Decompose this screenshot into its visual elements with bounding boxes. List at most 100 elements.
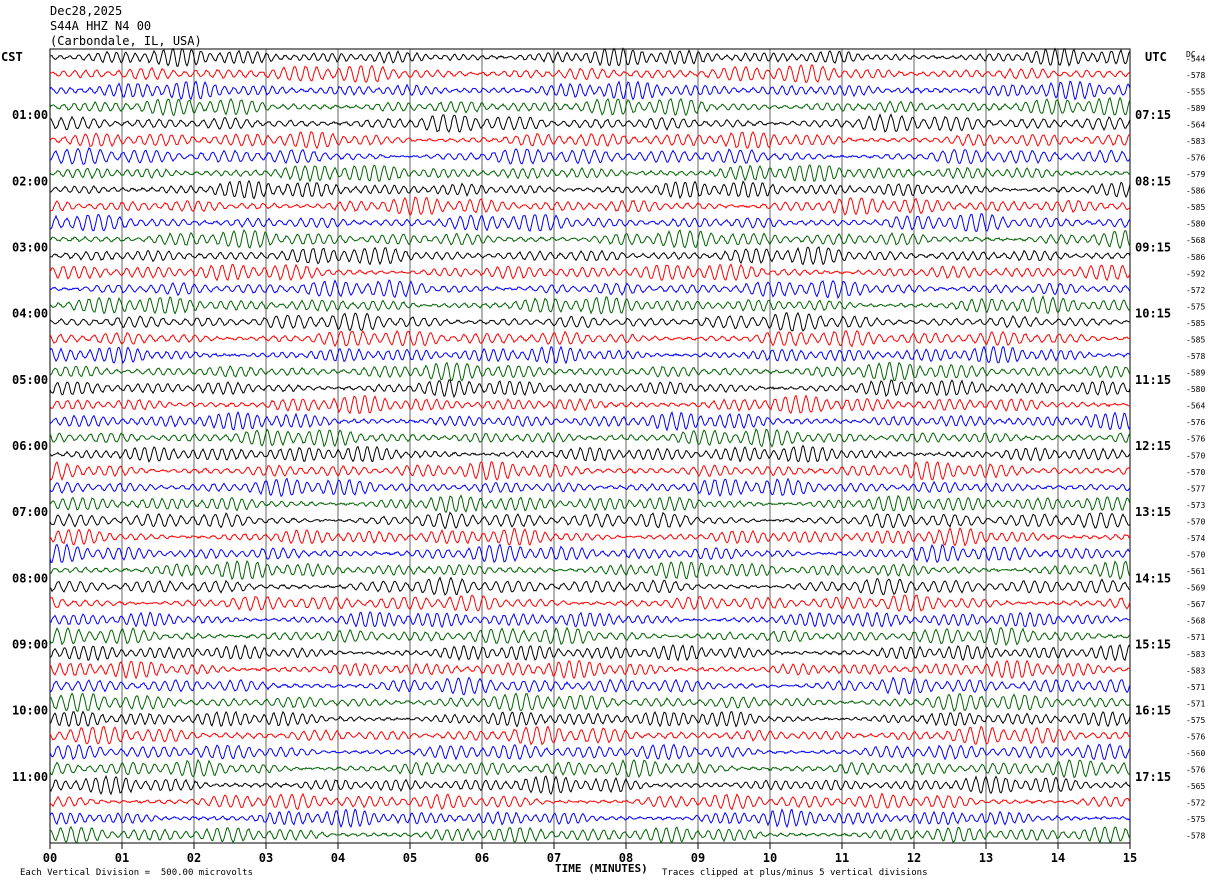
right-hour-label: 11:15 — [1135, 373, 1171, 387]
dc-offset-label: -583 — [1186, 666, 1205, 675]
seismic-trace — [49, 643, 1131, 662]
dc-offset-label: -589 — [1186, 104, 1205, 113]
dc-offset-label: -573 — [1186, 501, 1205, 510]
seismic-trace — [49, 692, 1131, 712]
x-tick-label: 03 — [259, 851, 273, 865]
x-tick-label: 13 — [979, 851, 993, 865]
right-hour-label: 15:15 — [1135, 638, 1171, 652]
seismic-trace — [50, 594, 1131, 612]
seismic-trace — [49, 147, 1131, 165]
dc-offset-label: -569 — [1186, 584, 1205, 593]
left-hour-label: 05:00 — [12, 373, 48, 387]
seismic-trace — [49, 379, 1131, 399]
seismic-trace — [49, 461, 1131, 481]
dc-offset-label: -576 — [1186, 418, 1205, 427]
right-hour-label: 14:15 — [1135, 571, 1171, 585]
left-hour-label: 04:00 — [12, 307, 48, 321]
seismic-trace — [49, 792, 1131, 811]
dc-offset-label: -580 — [1186, 220, 1205, 229]
x-tick-label: 01 — [115, 851, 129, 865]
x-tick-label: 00 — [43, 851, 57, 865]
right-hour-label: 13:15 — [1135, 505, 1171, 519]
seismic-trace — [49, 560, 1131, 581]
left-hour-label: 02:00 — [12, 174, 48, 188]
dc-offset-label: -555 — [1186, 87, 1205, 96]
seismic-trace — [49, 329, 1131, 348]
right-hour-label: 09:15 — [1135, 241, 1171, 255]
dc-offset-label: -575 — [1186, 815, 1205, 824]
right-timezone-label: UTC — [1145, 50, 1167, 64]
seismic-trace — [49, 743, 1131, 761]
scale-note: Each Vertical Division = 500.00 microvol… — [20, 868, 253, 878]
dc-offset-label: -574 — [1186, 534, 1205, 543]
seismic-trace — [49, 527, 1131, 547]
seismic-trace — [49, 213, 1131, 232]
dc-offset-label: -579 — [1186, 170, 1205, 179]
seismic-trace — [49, 428, 1131, 448]
seismic-trace — [49, 294, 1131, 315]
right-hour-label: 07:15 — [1135, 108, 1171, 122]
dc-offset-label: -578 — [1186, 71, 1205, 80]
dc-offset-label: -567 — [1186, 600, 1205, 609]
x-tick-label: 14 — [1051, 851, 1065, 865]
dc-offset-label: -576 — [1186, 732, 1205, 741]
seismic-trace — [49, 246, 1131, 266]
dc-offset-label: -572 — [1186, 286, 1205, 295]
x-tick-label: 02 — [187, 851, 201, 865]
dc-offset-label: -564 — [1186, 120, 1205, 129]
dc-offset-label: -589 — [1186, 369, 1205, 378]
dc-offset-label: -585 — [1186, 335, 1205, 344]
left-hour-label: 11:00 — [12, 770, 48, 784]
dc-offset-label: -592 — [1186, 269, 1205, 278]
dc-offset-label: -576 — [1186, 435, 1205, 444]
x-tick-label: 15 — [1123, 851, 1137, 865]
seismic-trace — [49, 576, 1131, 596]
x-axis-label: TIME (MINUTES) — [555, 862, 648, 875]
dc-offset-label: -570 — [1186, 551, 1205, 560]
dc-offset-label: -568 — [1186, 617, 1205, 626]
x-tick-label: 11 — [835, 851, 849, 865]
seismic-trace — [49, 113, 1131, 133]
dc-label: DC — [1186, 50, 1196, 59]
seismic-trace — [49, 494, 1131, 514]
seismic-trace — [49, 410, 1131, 432]
x-tick-label: 09 — [691, 851, 705, 865]
dc-offset-label: -575 — [1186, 302, 1205, 311]
seismic-trace — [49, 196, 1131, 216]
x-tick-label: 06 — [475, 851, 489, 865]
dc-offset-label: -585 — [1186, 319, 1205, 328]
seismic-trace — [49, 229, 1131, 250]
seismic-trace — [49, 164, 1131, 183]
dc-offset-label: -565 — [1186, 782, 1205, 791]
dc-offset-label: -585 — [1186, 203, 1205, 212]
header-station: S44A HHZ N4 00 — [50, 19, 152, 33]
seismic-trace — [49, 96, 1131, 117]
dc-offset-label: -576 — [1186, 766, 1205, 775]
clip-note: Traces clipped at plus/minus 5 vertical … — [662, 868, 928, 878]
seismic-trace — [49, 80, 1131, 101]
seismic-trace — [49, 394, 1131, 415]
dc-offset-label: -570 — [1186, 517, 1205, 526]
x-tick-label: 04 — [331, 851, 345, 865]
seismic-trace — [50, 179, 1131, 200]
right-hour-label: 16:15 — [1135, 704, 1171, 718]
right-hour-label: 08:15 — [1135, 174, 1171, 188]
dc-offset-label: -580 — [1186, 385, 1205, 394]
dc-offset-label: -578 — [1186, 832, 1205, 841]
seismic-trace — [49, 511, 1131, 530]
left-hour-label: 08:00 — [12, 571, 48, 585]
left-hour-label: 07:00 — [12, 505, 48, 519]
dc-offset-label: -568 — [1186, 236, 1205, 245]
right-hour-label: 10:15 — [1135, 307, 1171, 321]
seismic-trace — [49, 808, 1131, 829]
dc-offset-label: -560 — [1186, 749, 1205, 758]
x-tick-label: 07 — [547, 851, 561, 865]
left-hour-label: 01:00 — [12, 108, 48, 122]
dc-offset-label: -572 — [1186, 799, 1205, 808]
dc-offset-label: -571 — [1186, 633, 1205, 642]
dc-offset-label: -586 — [1186, 253, 1205, 262]
seismic-trace — [49, 611, 1131, 629]
dc-offset-label: -575 — [1186, 716, 1205, 725]
seismic-trace — [49, 311, 1130, 332]
dc-offset-label: -583 — [1186, 137, 1205, 146]
